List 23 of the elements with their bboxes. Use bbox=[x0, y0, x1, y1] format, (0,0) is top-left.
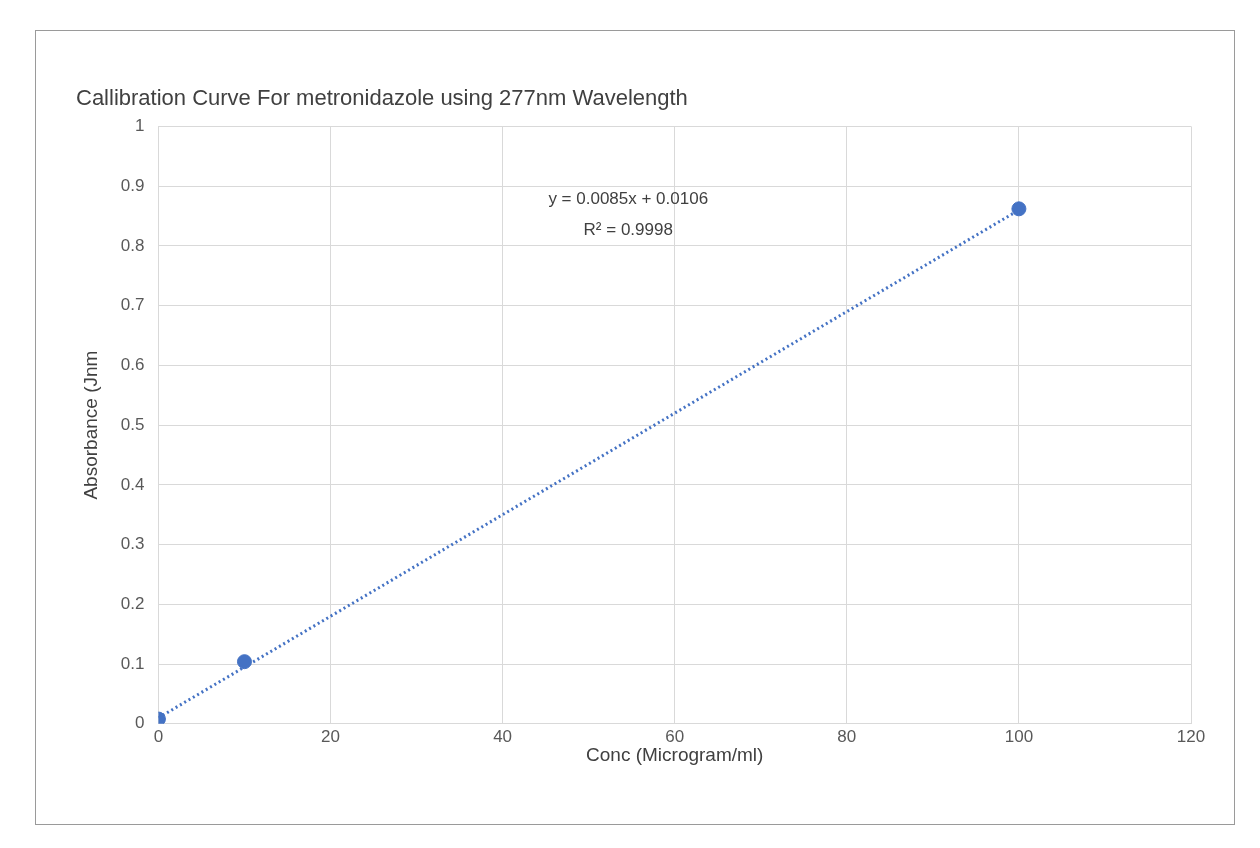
y-tick-label: 0.8 bbox=[120, 235, 145, 255]
y-tick-label: 0.4 bbox=[120, 474, 145, 494]
y-tick-label: 0.5 bbox=[120, 414, 145, 434]
x-axis-title: Conc (Microgram/ml) bbox=[586, 743, 764, 765]
y-tick-label: 0.9 bbox=[120, 175, 145, 195]
annotation: y = 0.0085x + 0.0106 bbox=[548, 189, 709, 209]
y-tick-label: 0.6 bbox=[120, 355, 145, 375]
x-tick-label: 20 bbox=[321, 726, 340, 746]
x-tick-label: 60 bbox=[665, 726, 685, 746]
x-tick-label: 100 bbox=[1004, 726, 1034, 746]
y-axis-title: Absorbance (Jnm bbox=[79, 350, 101, 500]
y-tick-label: 0.1 bbox=[120, 653, 145, 673]
x-tick-label: 80 bbox=[837, 726, 857, 746]
y-tick-label: 0.2 bbox=[120, 594, 145, 614]
x-tick-label: 120 bbox=[1176, 726, 1206, 746]
y-tick-label: 1 bbox=[134, 116, 145, 136]
annotation: R² = 0.9998 bbox=[583, 220, 673, 240]
y-tick-label: 0.3 bbox=[120, 534, 145, 554]
x-tick-label: 40 bbox=[493, 726, 513, 746]
x-tick-label: 0 bbox=[153, 726, 164, 746]
chart-title: Callibration Curve For metronidazole using 277nm Wavelength bbox=[76, 85, 688, 111]
y-tick-label: 0.7 bbox=[120, 295, 145, 315]
y-tick-label: 0 bbox=[134, 713, 145, 733]
